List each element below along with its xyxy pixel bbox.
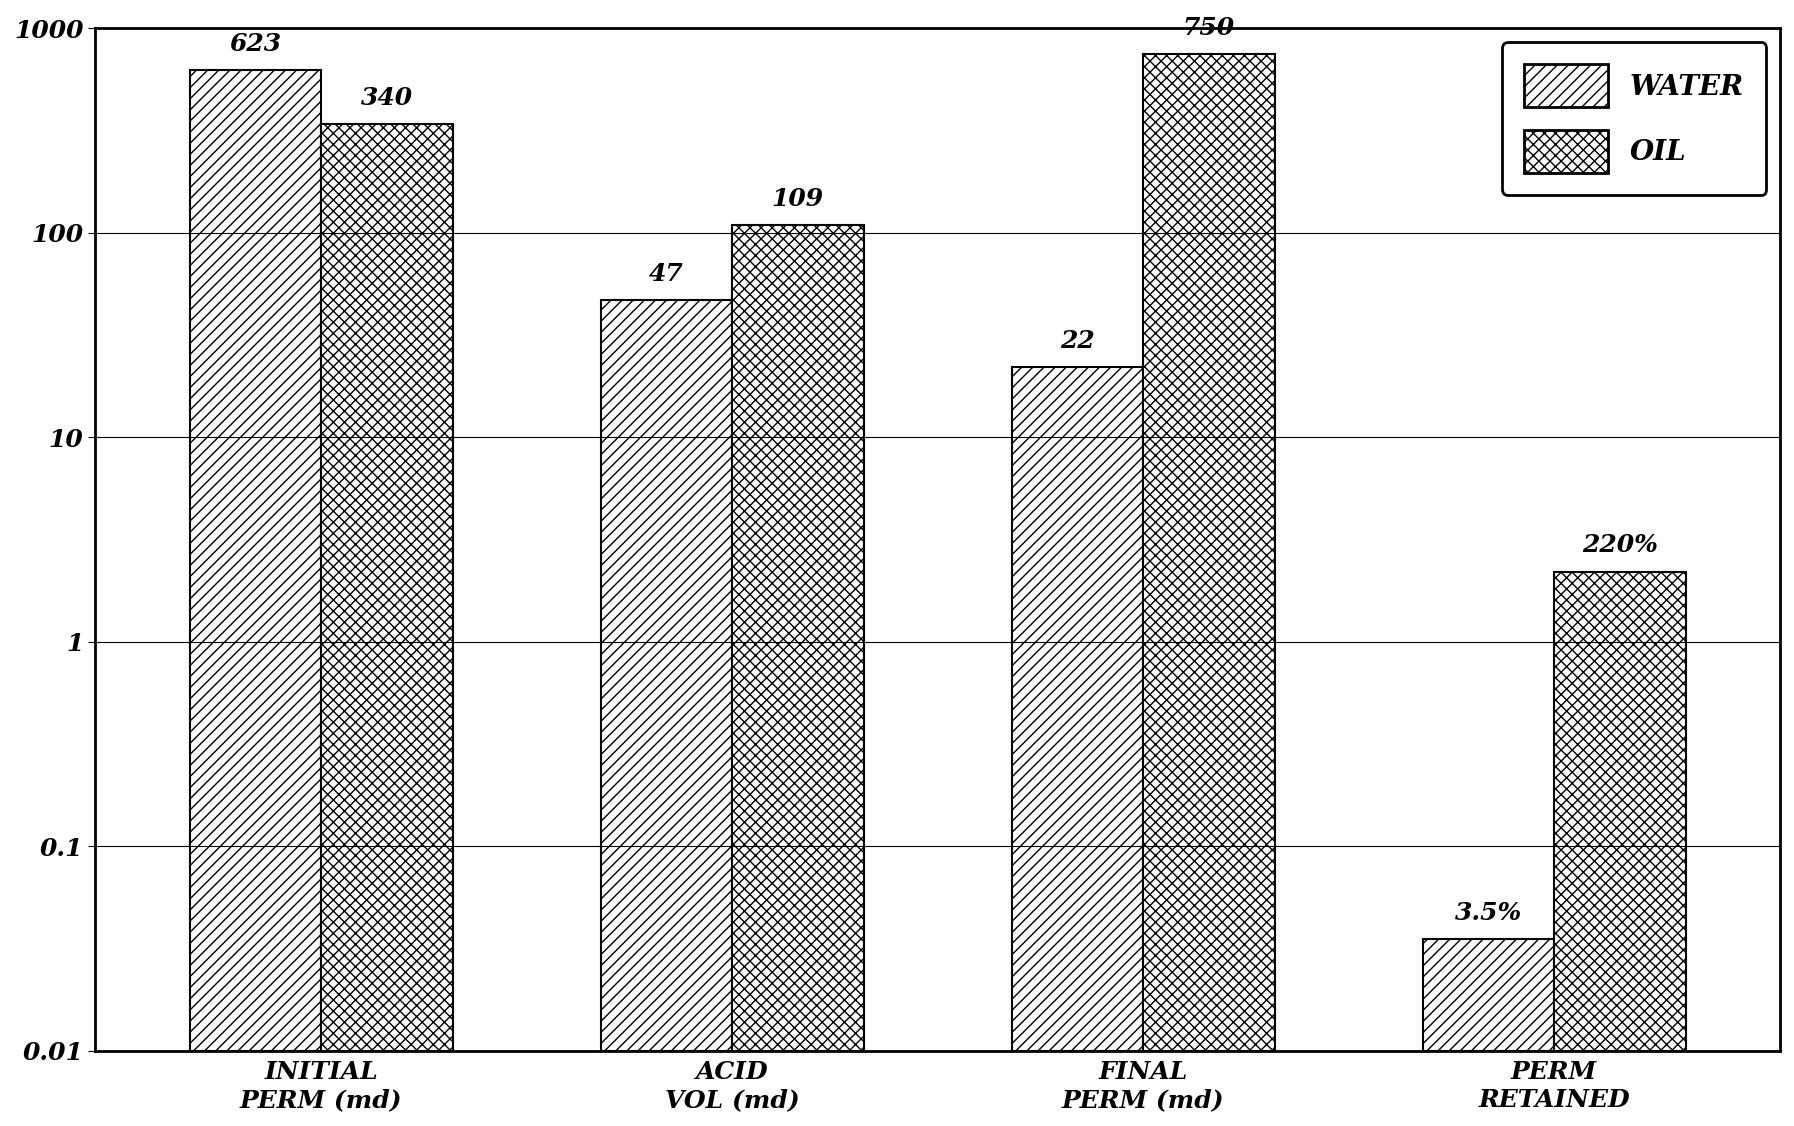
- Text: 109: 109: [771, 187, 823, 211]
- Text: 340: 340: [361, 86, 413, 110]
- Bar: [1423, 939, 1554, 1051]
- Text: 47: 47: [649, 261, 684, 286]
- Bar: [732, 225, 863, 1051]
- Text: 3.5%: 3.5%: [1455, 901, 1521, 926]
- Text: 22: 22: [1060, 329, 1094, 352]
- Bar: [1143, 54, 1274, 1051]
- Bar: [601, 300, 732, 1051]
- Bar: [321, 124, 452, 1051]
- Legend: WATER, OIL: WATER, OIL: [1502, 43, 1767, 195]
- Bar: [1554, 572, 1686, 1051]
- Text: 623: 623: [230, 32, 282, 56]
- Text: 750: 750: [1182, 16, 1234, 39]
- Bar: [1012, 367, 1143, 1051]
- Bar: [190, 71, 321, 1051]
- Text: 220%: 220%: [1582, 534, 1658, 557]
